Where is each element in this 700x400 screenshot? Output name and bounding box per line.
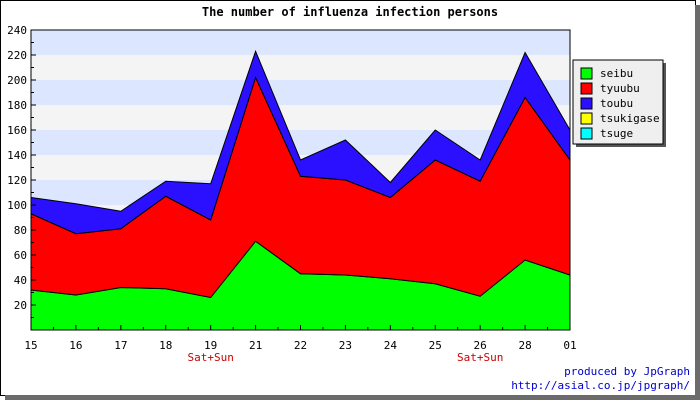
x-tick-label: 25 — [429, 339, 442, 352]
chart-title: The number of influenza infection person… — [202, 5, 498, 19]
legend-label-toubu: toubu — [600, 97, 633, 110]
legend-swatch-seibu — [580, 67, 593, 80]
x-tick-label: 15 — [24, 339, 37, 352]
y-tick-label: 40 — [14, 274, 27, 287]
x-tick-label: 28 — [518, 339, 531, 352]
y-tick-label: 100 — [7, 199, 27, 212]
y-tick-label: 120 — [7, 174, 27, 187]
y-tick-label: 160 — [7, 124, 27, 137]
x-tick-label: 19 — [204, 339, 217, 352]
credit-line-2[interactable]: http://asial.co.jp/jpgraph/ — [511, 379, 690, 392]
x-tick-label: 17 — [114, 339, 127, 352]
y-tick-label: 80 — [14, 224, 27, 237]
legend-label-seibu: seibu — [600, 67, 633, 80]
legend-swatch-toubu — [580, 97, 593, 110]
x-tick-label: 01 — [563, 339, 576, 352]
x-tick-label: 23 — [339, 339, 352, 352]
y-tick-label: 200 — [7, 74, 27, 87]
grid-band — [31, 80, 570, 105]
x-tick-label: 16 — [69, 339, 82, 352]
y-tick-label: 180 — [7, 99, 27, 112]
y-tick-label: 220 — [7, 49, 27, 62]
grid-band — [31, 30, 570, 55]
credit-block: produced by JpGraph http://asial.co.jp/j… — [511, 365, 690, 393]
x-tick-label: 22 — [294, 339, 307, 352]
x-tick-label: 26 — [474, 339, 487, 352]
weekend-marker-label: Sat+Sun — [457, 351, 503, 364]
legend-swatch-tsukigase — [580, 112, 593, 125]
legend-label-tsukigase: tsukigase — [600, 112, 660, 125]
y-tick-label: 140 — [7, 149, 27, 162]
y-tick-label: 240 — [7, 24, 27, 37]
legend-swatch-tyuubu — [580, 82, 593, 95]
y-tick-label: 60 — [14, 249, 27, 262]
frame-shadow-right — [695, 5, 700, 400]
x-tick-label: 21 — [249, 339, 262, 352]
legend-label-tsuge: tsuge — [600, 127, 633, 140]
legend-swatch-tsuge — [580, 127, 593, 140]
legend-label-tyuubu: tyuubu — [600, 82, 640, 95]
grid-band — [31, 130, 570, 155]
grid-band — [31, 55, 570, 80]
y-tick-label: 20 — [14, 299, 27, 312]
credit-line-1[interactable]: produced by JpGraph — [564, 365, 690, 378]
frame-shadow-bottom — [5, 395, 700, 400]
grid-band — [31, 105, 570, 130]
weekend-marker-label: Sat+Sun — [187, 351, 233, 364]
x-tick-label: 18 — [159, 339, 172, 352]
x-tick-label: 24 — [384, 339, 398, 352]
